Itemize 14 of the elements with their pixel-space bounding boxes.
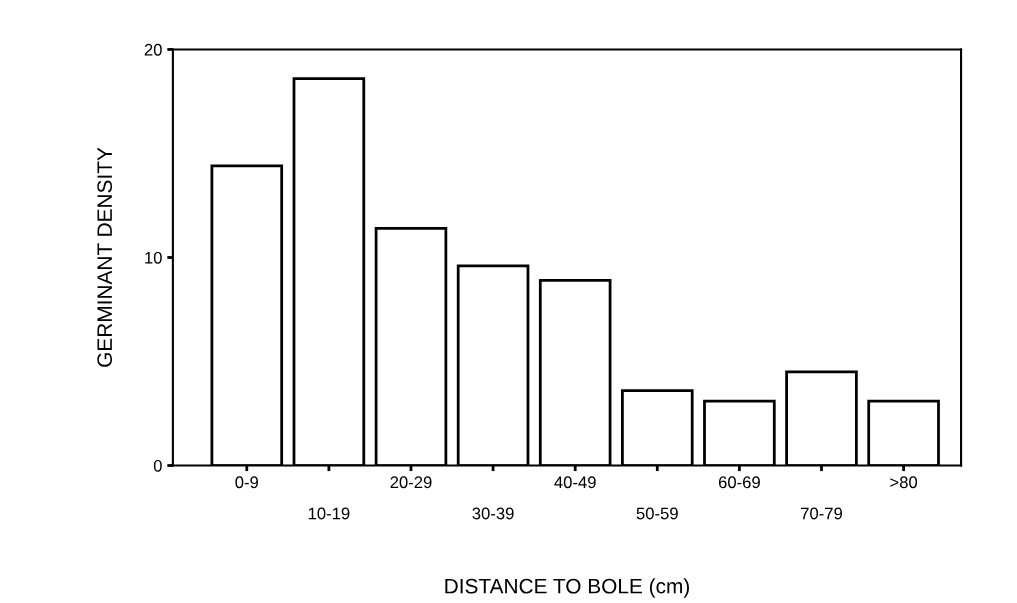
y-tick-label: 10 bbox=[145, 251, 162, 264]
x-tick-label: 60-69 bbox=[718, 476, 760, 489]
y-tick-label: 0 bbox=[153, 459, 162, 472]
x-tick-label: 40-49 bbox=[554, 476, 596, 489]
y-tick-label: 20 bbox=[144, 43, 162, 56]
x-tick-label: 0-9 bbox=[235, 476, 259, 489]
x-tick-label: 30-39 bbox=[472, 507, 514, 520]
x-tick-label: 20-29 bbox=[390, 476, 432, 489]
x-tick-label: 10-19 bbox=[308, 507, 350, 520]
y-axis-title: GERMINANT DENSITY bbox=[97, 147, 113, 367]
x-tick-label: >80 bbox=[890, 476, 918, 489]
x-tick-label: 50-59 bbox=[636, 507, 678, 520]
x-axis-title: DISTANCE TO BOLE (cm) bbox=[445, 578, 689, 598]
x-tick-label: 70-79 bbox=[801, 507, 843, 520]
